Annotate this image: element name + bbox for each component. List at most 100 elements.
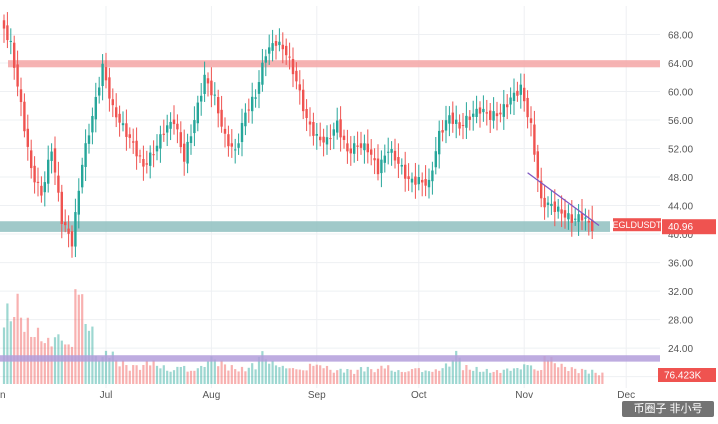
candle-body <box>30 150 33 169</box>
candle-body <box>329 138 332 140</box>
volume-bar <box>234 369 237 384</box>
volume-bar <box>274 365 278 384</box>
volume-bar <box>553 363 556 384</box>
candle-body <box>125 123 128 137</box>
volume-bar <box>16 293 19 384</box>
candle-body <box>546 202 550 205</box>
candle-body <box>237 143 240 148</box>
volume-bar <box>295 369 298 384</box>
candle-body <box>251 96 254 112</box>
volume-bar <box>244 371 247 384</box>
candle-body <box>506 104 509 108</box>
volume-bar <box>390 370 393 384</box>
y-tick-label: 44.00 <box>668 202 693 213</box>
candle-body <box>183 143 186 162</box>
candle-body <box>550 203 553 207</box>
candle-body <box>410 178 414 183</box>
volume-bar <box>50 346 53 384</box>
candle-body <box>166 125 169 133</box>
volume-bar <box>19 317 23 384</box>
candle-body <box>339 119 342 138</box>
y-tick-label: 64.00 <box>668 59 693 70</box>
candle-body <box>111 99 114 106</box>
volume-bar <box>587 373 590 384</box>
candle-body <box>444 120 448 131</box>
y-tick-label: 48.00 <box>668 173 693 184</box>
candle-body <box>495 113 499 117</box>
volume-bar <box>159 368 162 384</box>
volume-bar <box>111 351 114 384</box>
volume-bar <box>213 359 216 384</box>
candle-body <box>13 42 16 68</box>
candle-body <box>101 63 104 87</box>
candle-body <box>342 135 346 140</box>
candle-body <box>43 182 46 193</box>
volume-bar <box>162 365 165 384</box>
candle-body <box>580 213 584 221</box>
candle-body <box>302 89 305 112</box>
candle-body <box>387 151 390 153</box>
volume-bar <box>407 371 410 384</box>
volume-bar <box>540 370 543 384</box>
candle-body <box>393 150 397 161</box>
symbol-label: EGLDUSDT <box>612 220 662 230</box>
candle-body <box>458 122 461 129</box>
volume-bar <box>77 294 80 384</box>
candle-body <box>305 109 308 118</box>
volume-bar <box>108 357 111 384</box>
volume-bar <box>237 371 240 384</box>
volume-bar <box>104 350 108 384</box>
candle-body <box>478 107 482 114</box>
x-tick-label: Nov <box>515 390 533 401</box>
volume-bar <box>115 360 118 384</box>
candle-body <box>2 20 6 29</box>
candle-body <box>196 102 199 124</box>
volume-bar <box>152 360 155 384</box>
candle-body <box>115 107 118 118</box>
last-price-tag <box>662 219 716 235</box>
volume-bar <box>155 365 159 384</box>
volume-bar <box>492 371 495 384</box>
candle-body <box>451 112 454 124</box>
volume-bar <box>427 371 431 384</box>
candle-body <box>441 130 444 133</box>
volume-value-label: 76.423K <box>664 371 702 382</box>
candle-body <box>404 164 407 179</box>
volume-bar <box>288 368 291 384</box>
volume-bar <box>393 371 397 384</box>
volume-bar <box>506 368 509 384</box>
volume-bar <box>305 370 308 384</box>
volume-bar <box>570 367 573 384</box>
candle-body <box>509 97 512 105</box>
candle-body <box>322 136 325 143</box>
candle-body <box>567 213 570 220</box>
x-tick-label: Aug <box>203 390 221 401</box>
candle-body <box>247 109 250 111</box>
volume-bar <box>40 341 43 384</box>
candle-body <box>492 111 495 121</box>
volume-bar <box>349 369 352 384</box>
volume-bar <box>169 371 172 384</box>
volume-bar <box>325 365 329 384</box>
candle-body <box>152 154 155 156</box>
volume-bar <box>285 368 288 384</box>
volume-bar <box>166 370 169 384</box>
candle-body <box>227 134 230 147</box>
volume-bar <box>451 360 454 384</box>
candle-body <box>271 43 274 51</box>
candle-body <box>295 70 298 82</box>
volume-bar <box>529 365 533 384</box>
candle-body <box>438 130 441 155</box>
volume-bar <box>536 370 539 384</box>
candle-body <box>570 214 573 223</box>
volume-bar <box>189 370 193 384</box>
candle-body <box>397 157 400 164</box>
candle-body <box>349 148 352 154</box>
candle-body <box>47 159 50 184</box>
candle-body <box>468 116 471 120</box>
candle-body <box>268 47 271 54</box>
candle-body <box>529 118 533 123</box>
volume-bar <box>336 370 339 384</box>
